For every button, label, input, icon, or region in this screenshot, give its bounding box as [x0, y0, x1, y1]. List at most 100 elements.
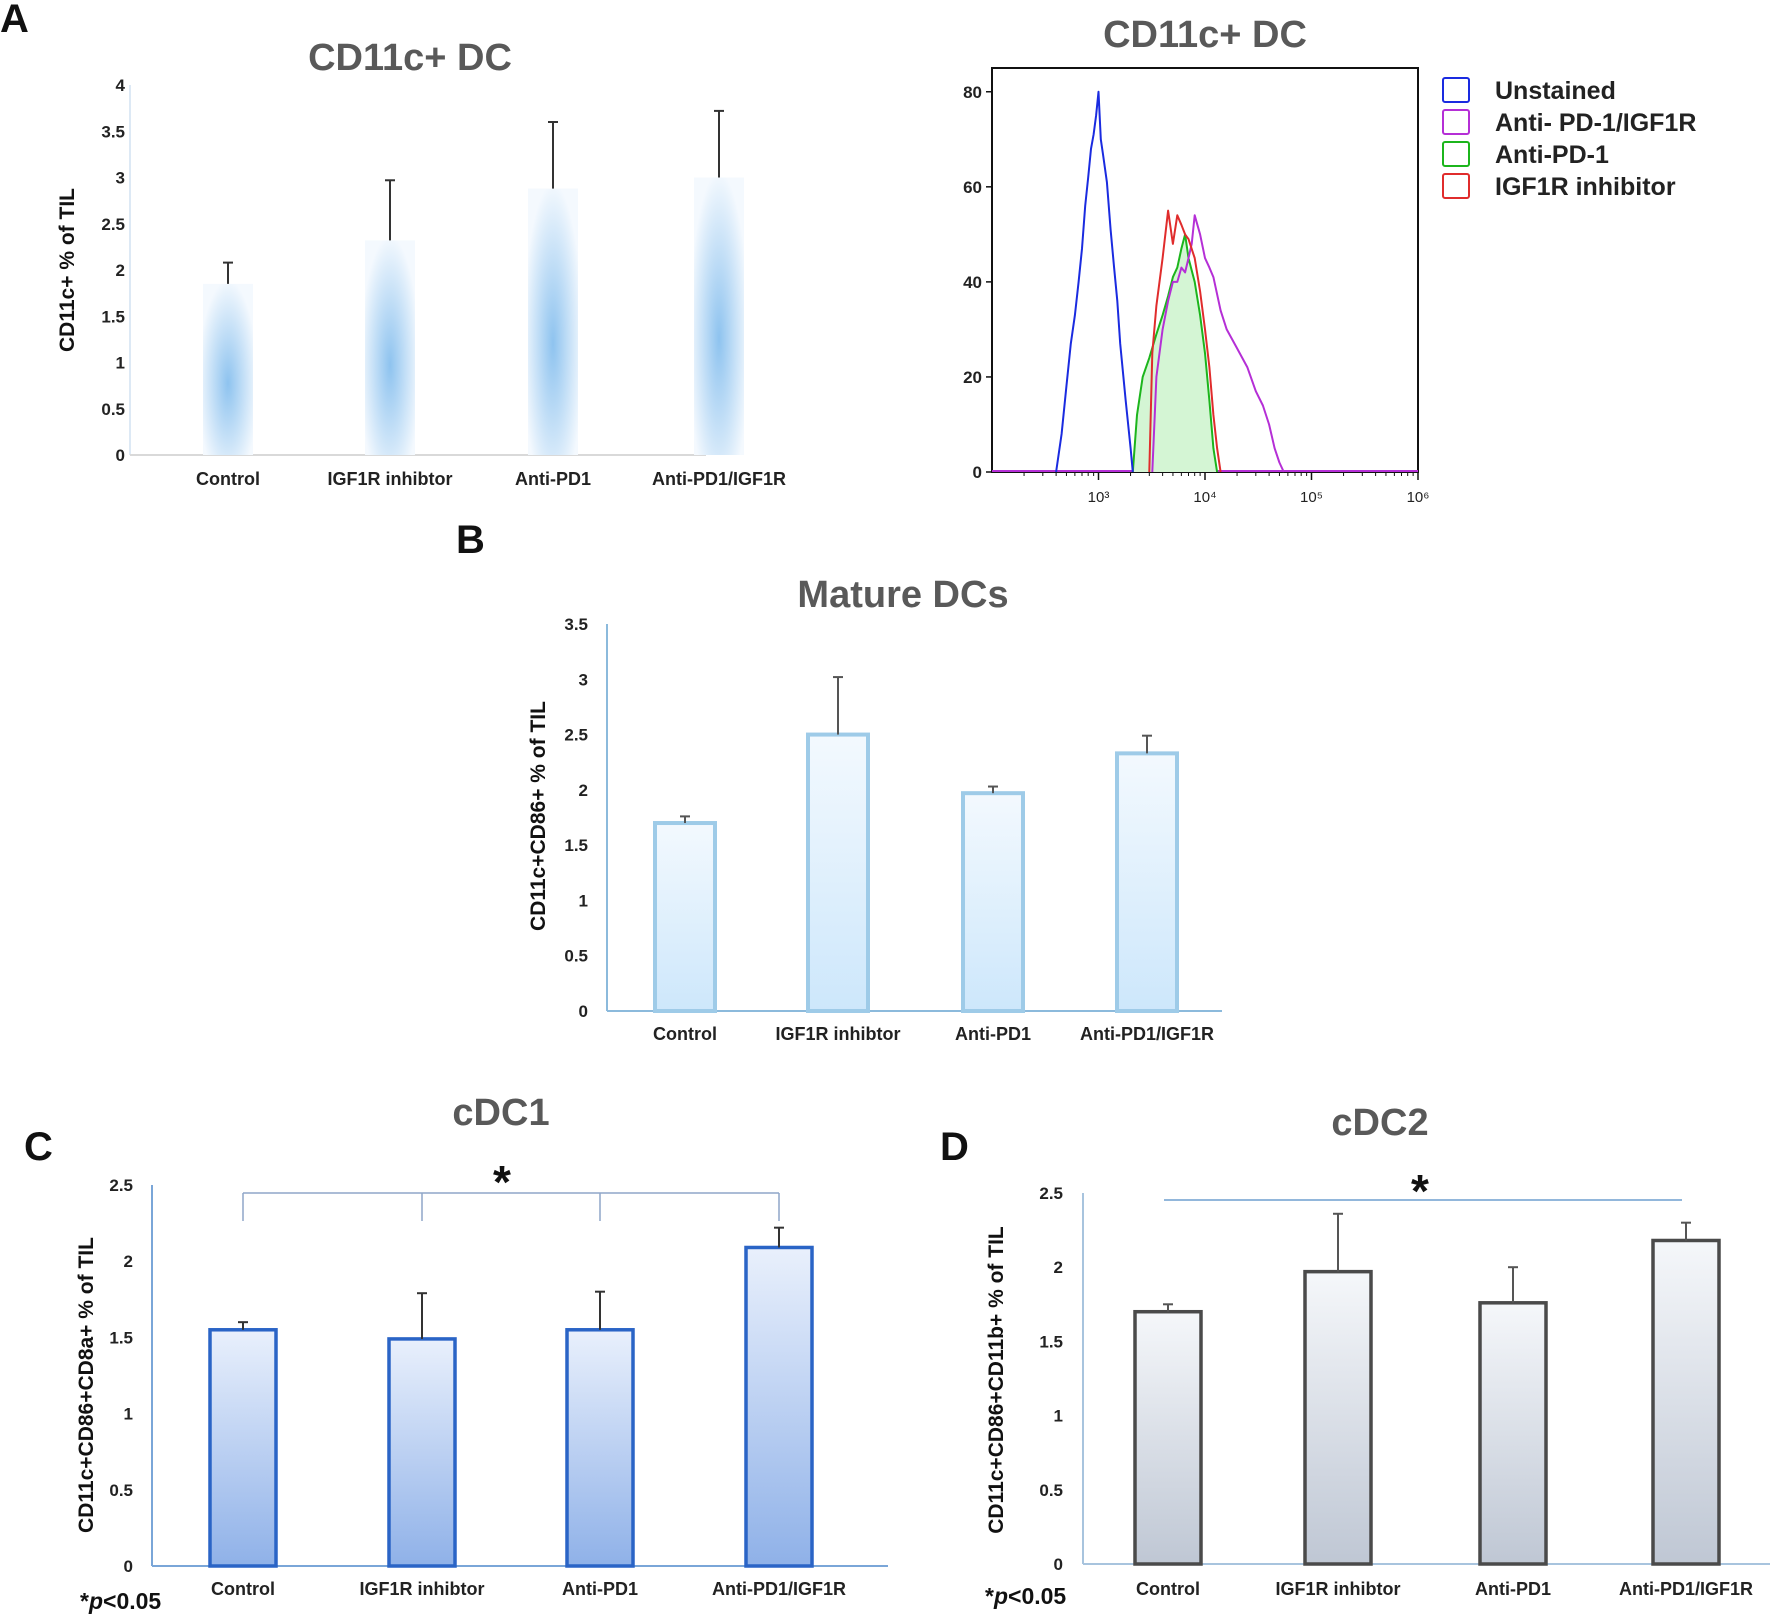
- bar: [806, 732, 870, 1013]
- y-tick-label: 0: [1054, 1555, 1063, 1574]
- pvalue-note-c: *p<0.05: [80, 1588, 161, 1614]
- y-tick-label: 1.5: [564, 836, 588, 855]
- bar: [961, 791, 1025, 1013]
- y-tick-label: 2: [124, 1252, 133, 1271]
- category-label: Anti-PD1: [562, 1579, 638, 1599]
- y-tick-label: 1: [579, 891, 588, 910]
- significance-asterisk: *: [1411, 1165, 1429, 1217]
- legend-label: Anti-PD-1: [1495, 141, 1609, 169]
- bar: [203, 283, 253, 455]
- chart-title: CD11c+ DC: [1103, 14, 1307, 56]
- bar: [365, 240, 415, 455]
- y-axis-label: CD11c+ % of TIL: [56, 188, 79, 352]
- bar: [744, 1245, 814, 1568]
- y-tick-label: 60: [963, 178, 982, 197]
- significance-asterisk: *: [493, 1156, 511, 1208]
- y-axis-label: CD11c+CD86+CD11b+ % of TIL: [985, 1226, 1008, 1534]
- panel-label-d: D: [940, 1125, 969, 1169]
- y-tick-label: 2: [579, 781, 588, 800]
- bar: [1478, 1301, 1548, 1566]
- bar: [565, 1328, 635, 1568]
- y-tick-label: 0.5: [564, 947, 588, 966]
- legend-swatch: [1442, 109, 1470, 135]
- y-tick-label: 2.5: [1039, 1184, 1063, 1203]
- category-label: Anti-PD1: [955, 1024, 1031, 1044]
- x-tick-label: 10⁵: [1300, 489, 1323, 506]
- y-tick-label: 3.5: [101, 122, 125, 141]
- bar: [1651, 1238, 1721, 1566]
- y-axis-label: CD11c+CD86+CD8a+ % of TIL: [75, 1237, 98, 1533]
- chart-title: cDC1: [452, 1092, 549, 1134]
- y-tick-label: 1.5: [101, 307, 125, 326]
- category-label: IGF1R inhibtor: [328, 469, 453, 489]
- y-tick-label: 80: [963, 83, 982, 102]
- chart-title: cDC2: [1331, 1102, 1428, 1144]
- x-tick-label: 10⁴: [1193, 489, 1216, 506]
- y-tick-label: 1.5: [1039, 1332, 1063, 1351]
- y-tick-label: 3.5: [564, 615, 588, 634]
- legend-swatch: [1442, 141, 1470, 167]
- legend-swatch: [1442, 173, 1470, 199]
- y-tick-label: 0: [579, 1002, 588, 1021]
- pvalue-note-d: *p<0.05: [985, 1583, 1066, 1609]
- bar: [653, 821, 717, 1013]
- bar: [208, 1328, 278, 1568]
- bar: [528, 188, 578, 455]
- category-label: Anti-PD1/IGF1R: [1619, 1579, 1753, 1599]
- x-tick-label: 10⁶: [1407, 489, 1430, 506]
- y-tick-label: 2.5: [101, 215, 125, 234]
- y-tick-label: 1.5: [109, 1328, 133, 1347]
- bar: [1303, 1269, 1373, 1566]
- category-label: Anti-PD1: [1475, 1579, 1551, 1599]
- legend-label: Anti- PD-1/IGF1R: [1495, 109, 1696, 137]
- y-tick-label: 1: [124, 1405, 133, 1424]
- category-label: Control: [211, 1579, 275, 1599]
- bar: [1133, 1309, 1203, 1566]
- category-label: Control: [1136, 1579, 1200, 1599]
- legend-label: Unstained: [1495, 77, 1616, 105]
- y-axis-label: CD11c+CD86+ % of TIL: [527, 701, 550, 931]
- category-label: Anti-PD1/IGF1R: [1080, 1024, 1214, 1044]
- category-label: IGF1R inhibtor: [776, 1024, 901, 1044]
- y-tick-label: 20: [963, 368, 982, 387]
- bar: [1115, 751, 1179, 1014]
- panel-label-a: A: [0, 0, 29, 41]
- category-label: Control: [196, 469, 260, 489]
- histogram-line: [1131, 233, 1219, 473]
- y-tick-label: 0.5: [101, 400, 125, 419]
- chart-mature-dcs: Mature DCs CD11c+CD86+ % of TIL 0 0.5 1 1.5 2 2…: [527, 574, 1222, 1044]
- category-label: IGF1R inhibtor: [1276, 1579, 1401, 1599]
- chart-title: CD11c+ DC: [308, 37, 512, 79]
- histogram-line: [1148, 209, 1222, 473]
- category-label: IGF1R inhibtor: [360, 1579, 485, 1599]
- chart-cd11c-dc-histogram: CD11c+ DC 0 20 40 60 80 10³ 10⁴ 10⁵ 10⁶ Unstained A…: [963, 14, 1696, 506]
- y-tick-label: 40: [963, 273, 982, 292]
- y-tick-label: 0: [116, 446, 125, 465]
- y-tick-label: 0.5: [1039, 1481, 1063, 1500]
- category-label: Anti-PD1/IGF1R: [712, 1579, 846, 1599]
- category-label: Anti-PD1/IGF1R: [652, 469, 786, 489]
- y-tick-label: 0: [973, 463, 982, 482]
- chart-cd11c-dc-bar: CD11c+ DC CD11c+ % of TIL 0 0.5 1 1.5 2 2.5 3 3.5…: [56, 37, 786, 489]
- bar: [694, 177, 744, 455]
- y-tick-label: 1: [116, 354, 125, 373]
- y-tick-label: 2: [1054, 1258, 1063, 1277]
- chart-title: Mature DCs: [797, 574, 1008, 616]
- y-tick-label: 0.5: [109, 1481, 133, 1500]
- bar: [387, 1337, 457, 1568]
- category-label: Anti-PD1: [515, 469, 591, 489]
- y-tick-label: 3: [579, 670, 588, 689]
- x-tick-label: 10³: [1088, 489, 1110, 506]
- category-label: Control: [653, 1024, 717, 1044]
- y-tick-label: 2.5: [109, 1176, 133, 1195]
- legend-swatch: [1442, 77, 1470, 103]
- chart-cdc1: cDC1 CD11c+CD86+CD8a+ % of TIL 0 0.5 1 1.5 2 2.…: [75, 1092, 888, 1599]
- y-tick-label: 0: [124, 1557, 133, 1576]
- histogram-line: [1055, 90, 1134, 473]
- y-tick-label: 2.5: [564, 726, 588, 745]
- y-tick-label: 1: [1054, 1407, 1063, 1426]
- y-tick-label: 4: [116, 76, 126, 95]
- y-tick-label: 2: [116, 261, 125, 280]
- y-tick-label: 3: [116, 169, 125, 188]
